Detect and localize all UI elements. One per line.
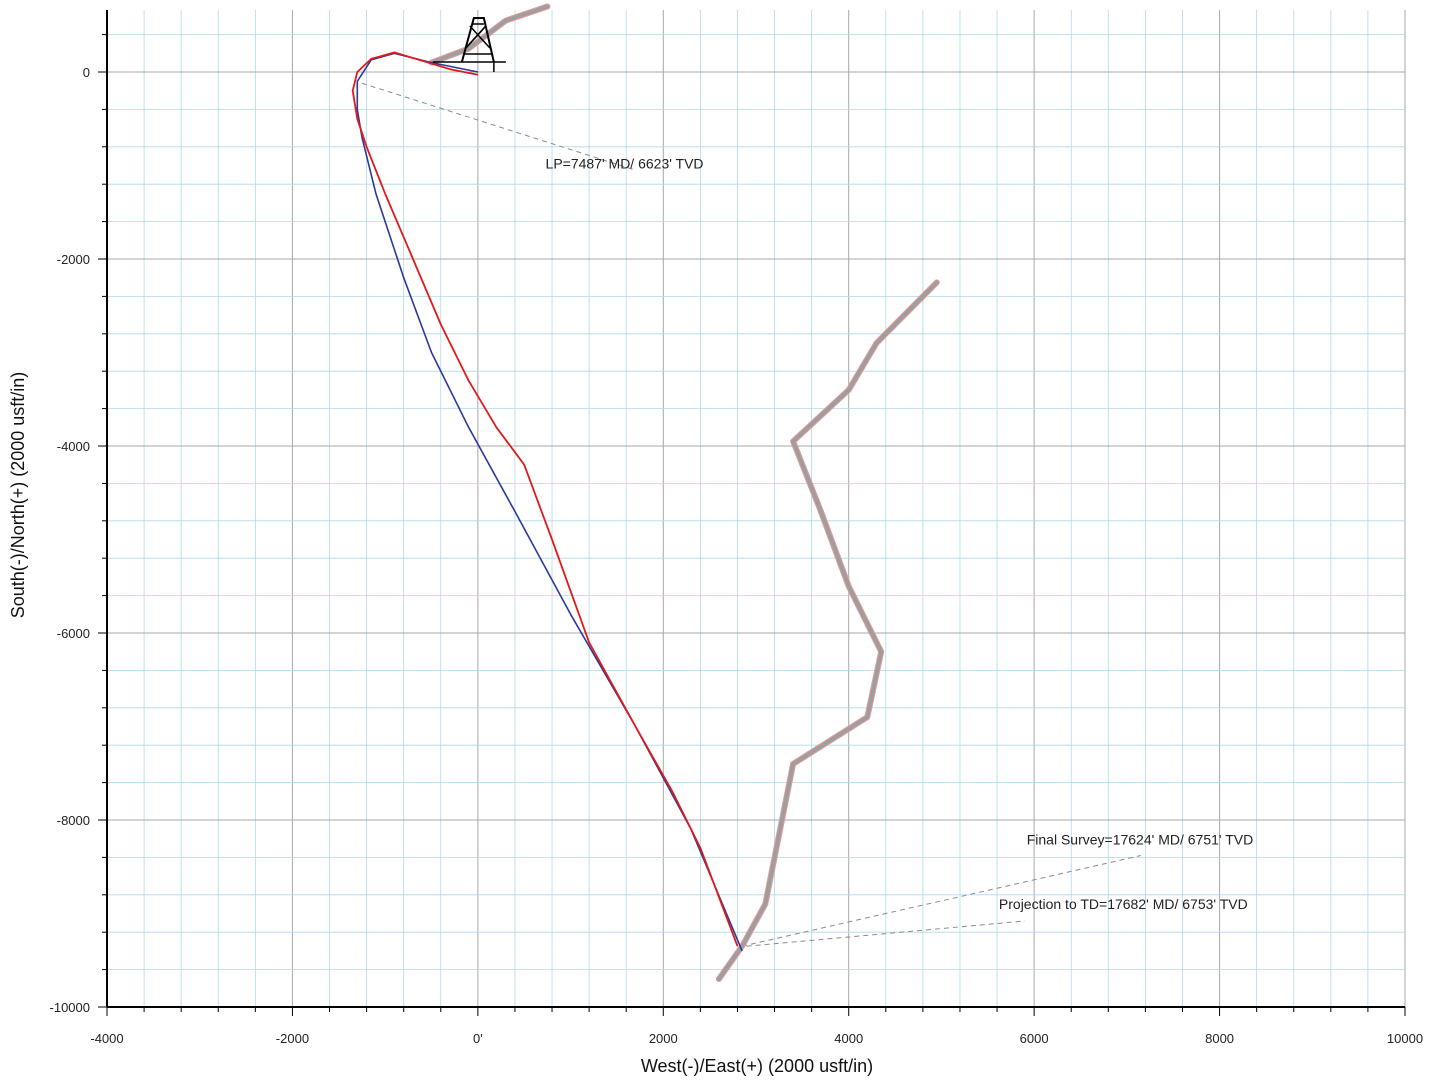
y-tick-label: 0 [83, 65, 90, 80]
y-tick-label: -2000 [57, 252, 90, 267]
axes [98, 10, 1406, 1016]
annotation-label: LP=7487' MD/ 6623' TVD [546, 155, 704, 171]
x-tick-label: 10000 [1387, 1031, 1423, 1046]
y-axis-title: South(-)/North(+) (2000 usft/in) [8, 372, 28, 619]
lease-line [716, 280, 939, 981]
y-tick-label: -4000 [57, 439, 90, 454]
x-axis-title: West(-)/East(+) (2000 usft/in) [641, 1056, 873, 1076]
annotation-leader-line [746, 920, 1025, 947]
x-tick-label: 0' [473, 1031, 483, 1046]
annotation-label: Projection to TD=17682' MD/ 6753' TVD [999, 896, 1248, 912]
grid [106, 10, 1406, 1008]
annotations: LP=7487' MD/ 6623' TVD Final Survey=17624… [546, 155, 1254, 912]
tick-labels: -4000 -2000 0' 2000 4000 6000 8000 10000 0 -2000 -… [50, 65, 1424, 1046]
x-tick-label: 8000 [1205, 1031, 1234, 1046]
x-tick-label: -2000 [276, 1031, 309, 1046]
x-tick-label: 2000 [649, 1031, 678, 1046]
annotation-label: Final Survey=17624' MD/ 6751' TVD [1027, 831, 1253, 847]
rig-icon [432, 17, 506, 72]
rig-brace [465, 25, 487, 49]
x-tick-label: -4000 [90, 1031, 123, 1046]
y-tick-label: -6000 [57, 626, 90, 641]
actual-wellpath-line [351, 51, 739, 947]
annotation-leaders [361, 82, 1141, 947]
rig-brace [469, 25, 491, 49]
annotation-leader-line [361, 82, 636, 171]
rig-frame [460, 17, 495, 63]
y-tick-label: -8000 [57, 813, 90, 828]
y-tick-label: -10000 [50, 1000, 90, 1015]
x-tick-label: 4000 [834, 1031, 863, 1046]
x-tick-label: 6000 [1020, 1031, 1049, 1046]
